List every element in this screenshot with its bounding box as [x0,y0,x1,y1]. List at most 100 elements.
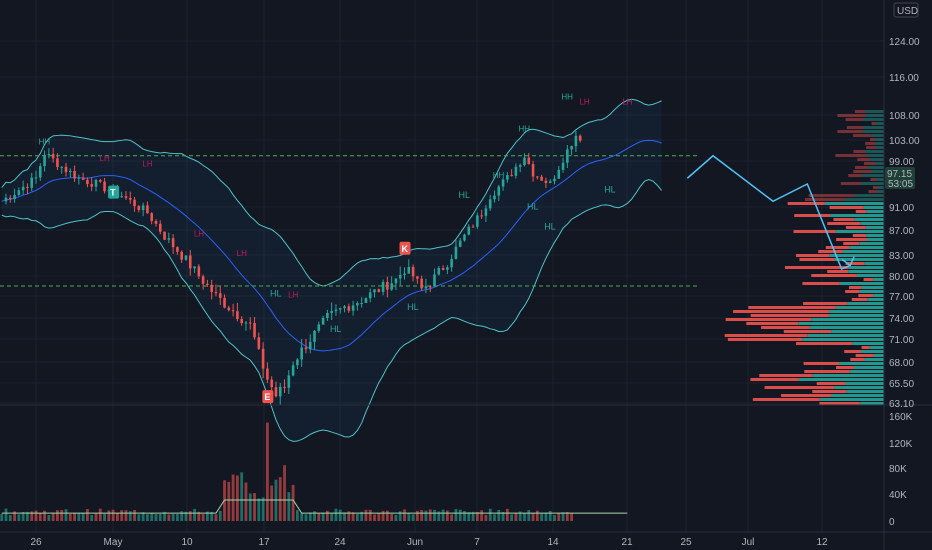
volume-bar [210,511,214,521]
candle-body [428,286,432,288]
candle-body [390,283,393,290]
candle-body [497,186,501,196]
volume-bar [463,511,466,521]
price-tick-label: 103.00 [889,136,920,147]
price-axis[interactable]: 124.00 116.00 108.00 103.00 99.00 91.00 87.00 8… [889,37,920,410]
candle-body [128,197,132,200]
volume-bar [497,509,501,521]
candle-body [501,179,505,187]
signal-badge-bg [399,241,411,255]
volume-bar [343,512,346,521]
profile-bar-up [846,390,884,393]
profile-bar-up [862,130,884,133]
volume-bar [441,509,445,521]
profile-bar-up [866,154,884,157]
candle-body [154,220,158,224]
signal-badge-label: K [402,244,409,254]
candle-body [4,197,8,202]
candle-body [257,337,261,349]
profile-bar-down [850,358,865,361]
candle-body [386,281,389,290]
candle-body [68,170,72,173]
volume-bar [501,512,505,521]
lh-label: LH [142,160,152,169]
profile-bar-up [868,166,884,169]
volume-bar [107,510,111,521]
price-tick-label: 87.00 [889,226,914,237]
volume-bar [240,472,244,521]
volume-bar [373,514,376,521]
profile-bar-up [862,118,884,121]
profile-bar-down [811,274,857,277]
profile-bar-up [861,286,884,289]
candle-body [536,176,539,178]
volume-bar [116,513,119,521]
candle-body [270,379,273,388]
volume-bar [206,511,209,521]
profile-bar-down [848,174,862,177]
candle-body [304,347,308,350]
candle-body [283,386,286,388]
time-axis[interactable]: 26 May 10 17 24 Jun 7 14 21 25 Jul 12 [30,537,828,548]
volume-bar [415,510,419,521]
profile-bar-down [733,310,830,313]
volume-bar [146,514,149,521]
profile-bar-up [834,258,884,261]
volume-bar [90,515,94,521]
candle-body [471,226,475,228]
time-tick-label: 24 [334,537,346,548]
profile-bar-down [748,306,836,309]
volume-bar [553,514,556,521]
volume-axis[interactable]: 160K 120K 80K 40K 0 [889,412,913,528]
profile-bar-up [876,162,884,165]
profile-bar-up [861,174,884,177]
profile-bar-down [795,254,830,257]
volume-bar [433,509,436,521]
candle-body [463,234,466,241]
volume-bar [317,513,321,521]
profile-bar-up [848,270,884,273]
volume-bar [407,513,411,521]
lh-label: LH [100,154,110,163]
volume-bar [120,510,124,521]
profile-bar-up [830,214,884,217]
currency-label: USD [897,6,918,17]
profile-bar-up [829,310,884,313]
volume-bar [180,511,184,521]
profile-bar-down [829,206,864,209]
volume-bar [488,508,492,521]
profile-bar-down [853,150,866,153]
volume-bar [158,513,162,521]
volume-bar [291,484,295,521]
profile-bar-down [870,178,877,181]
profile-bar-down [746,322,799,325]
volume-bar [364,509,368,521]
profile-bar-up [812,374,884,377]
candle-body [240,319,243,324]
time-tick-label: May [104,537,123,548]
candle-body [253,322,256,338]
candle-body [493,195,496,200]
lh-label: LH [194,230,204,239]
candle-body [291,365,295,376]
profile-bar-up [864,262,884,265]
currency-badge[interactable]: USD [893,2,919,18]
basis-line [1,139,662,352]
candle-body [248,322,252,324]
profile-bar-down [865,142,876,145]
volume-bar [86,509,89,521]
volume-bar [411,514,415,521]
volume-bar [514,513,518,521]
candle-body [540,176,543,181]
annotations: HL HL HL HL HL HL HL HH HH HH HH LH LH LH LH LH LH LH T K E [39,93,633,404]
volume-bar [201,514,205,521]
profile-bar-down [851,298,868,301]
profile-bar-down [853,170,872,173]
profile-bar-down [855,210,867,213]
profile-bar-up [854,218,884,221]
profile-bar-up [873,354,884,357]
volume-bar [304,514,308,521]
candle-body [98,179,102,182]
volume-bar [390,513,394,521]
